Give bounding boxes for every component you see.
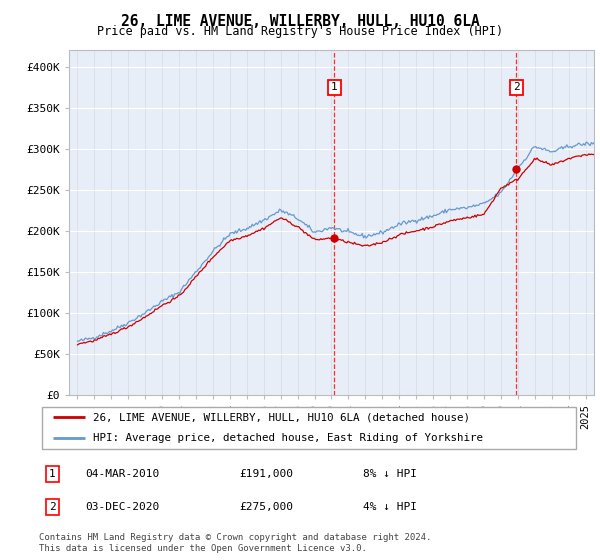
Text: 4% ↓ HPI: 4% ↓ HPI	[363, 502, 417, 512]
Text: 1: 1	[331, 82, 338, 92]
Text: 26, LIME AVENUE, WILLERBY, HULL, HU10 6LA (detached house): 26, LIME AVENUE, WILLERBY, HULL, HU10 6L…	[93, 412, 470, 422]
Text: 1: 1	[49, 469, 56, 479]
Text: 03-DEC-2020: 03-DEC-2020	[85, 502, 159, 512]
Text: £275,000: £275,000	[239, 502, 293, 512]
Text: 26, LIME AVENUE, WILLERBY, HULL, HU10 6LA: 26, LIME AVENUE, WILLERBY, HULL, HU10 6L…	[121, 14, 479, 29]
Text: 04-MAR-2010: 04-MAR-2010	[85, 469, 159, 479]
Text: 2: 2	[49, 502, 56, 512]
Text: HPI: Average price, detached house, East Riding of Yorkshire: HPI: Average price, detached house, East…	[93, 433, 483, 444]
Text: Contains HM Land Registry data © Crown copyright and database right 2024.
This d: Contains HM Land Registry data © Crown c…	[39, 533, 431, 553]
FancyBboxPatch shape	[42, 407, 576, 449]
Text: 8% ↓ HPI: 8% ↓ HPI	[363, 469, 417, 479]
Text: £191,000: £191,000	[239, 469, 293, 479]
Text: 2: 2	[513, 82, 520, 92]
Text: Price paid vs. HM Land Registry's House Price Index (HPI): Price paid vs. HM Land Registry's House …	[97, 25, 503, 38]
